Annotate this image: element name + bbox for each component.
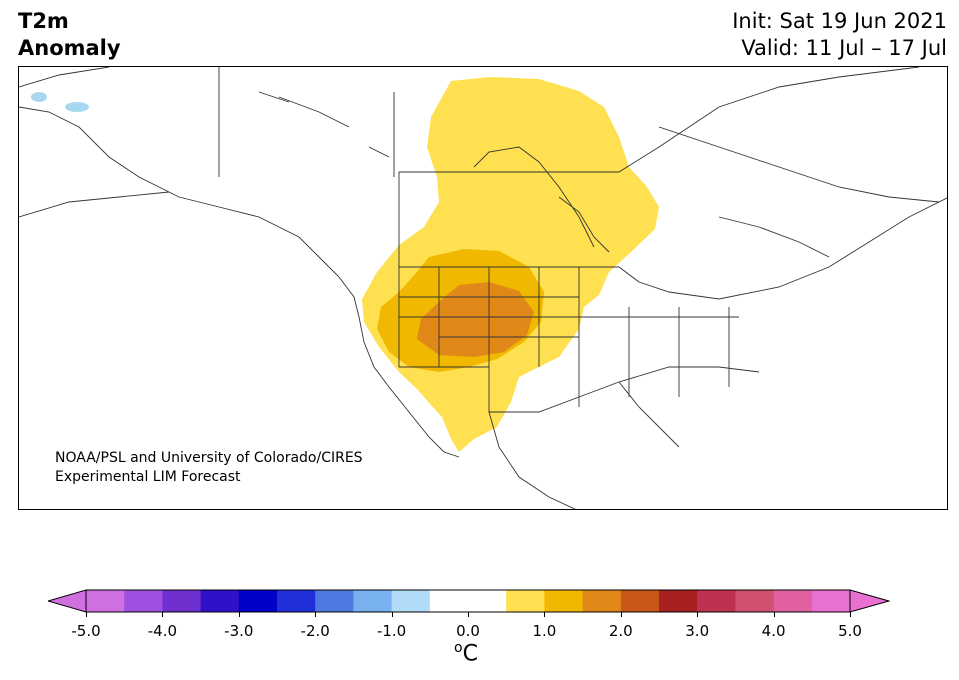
map-borders — [19, 67, 947, 509]
map-panel — [18, 66, 948, 510]
colorbar-segment — [124, 590, 163, 612]
colorbar-tick-label: 4.0 — [761, 622, 786, 640]
title-left: T2m Anomaly — [18, 8, 121, 62]
credit-line-1: NOAA/PSL and University of Colorado/CIRE… — [55, 450, 363, 466]
anomaly-level-3 — [417, 282, 534, 357]
lake-2 — [65, 102, 89, 112]
colorbar-tick-mark — [391, 612, 393, 617]
colorbar — [48, 589, 890, 613]
init-date: Init: Sat 19 Jun 2021 — [732, 9, 947, 33]
colorbar-tick-mark — [850, 612, 851, 617]
colorbar-tick-mark — [773, 612, 775, 617]
colorbar-segment — [162, 590, 202, 612]
map-svg — [19, 67, 947, 509]
colorbar-tick-label: 5.0 — [838, 622, 862, 640]
colorbar-tick-mark — [238, 612, 240, 617]
valid-date: Valid: 11 Jul – 17 Jul — [741, 36, 947, 60]
colorbar-segment — [773, 590, 813, 612]
colorbar-segment — [506, 590, 545, 612]
colorbar-segment — [544, 590, 584, 612]
colorbar-over-arrow — [849, 589, 890, 613]
colorbar-segment — [277, 590, 316, 612]
colorbar-segment — [391, 590, 431, 612]
colorbar-segment — [315, 590, 354, 612]
colorbar-segment — [86, 590, 125, 612]
colorbar-tick-mark — [315, 612, 317, 617]
colorbar-segment — [697, 590, 736, 612]
colorbar-segment — [353, 590, 393, 612]
colorbar-tick-label: -4.0 — [147, 622, 178, 640]
colorbar-unit-label: oC — [454, 640, 478, 667]
colorbar-tick-label: -3.0 — [224, 622, 254, 640]
colorbar-segment — [582, 590, 622, 612]
colorbar-segment — [811, 590, 851, 612]
colorbar-tick-label: -2.0 — [300, 622, 330, 640]
colorbar-segment — [468, 590, 507, 612]
colorbar-segment — [200, 590, 240, 612]
colorbar-tick-mark — [697, 612, 699, 617]
title-right: Init: Sat 19 Jun 2021 Valid: 11 Jul – 17… — [732, 8, 947, 62]
colorbar-segment — [735, 590, 775, 612]
colorbar-segment — [620, 590, 660, 612]
colorbar-tick-mark — [544, 612, 546, 617]
colorbar-tick-mark — [162, 612, 164, 617]
title-variable: T2m — [18, 9, 69, 33]
credit-line-2: Experimental LIM Forecast — [55, 469, 241, 485]
colorbar-tick-mark — [468, 612, 469, 617]
colorbar-tick-label: -5.0 — [71, 622, 101, 640]
colorbar-segment — [429, 590, 469, 612]
colorbar-under-arrow — [48, 589, 87, 613]
colorbar-tick-label: 0.0 — [456, 622, 480, 640]
title-anomaly: Anomaly — [18, 36, 121, 60]
colorbar-tick-label: 1.0 — [532, 622, 557, 640]
credit-block: NOAA/PSL and University of Colorado/CIRE… — [55, 449, 363, 487]
colorbar-tick-label: 3.0 — [685, 622, 710, 640]
colorbar-tick-mark — [620, 612, 622, 617]
colorbar-tick-label: -1.0 — [376, 622, 407, 640]
colorbar-segment — [238, 590, 278, 612]
colorbar-tick-label: 2.0 — [608, 622, 633, 640]
colorbar-tick-mark — [86, 612, 87, 617]
lake-1 — [31, 92, 47, 102]
colorbar-segment — [659, 590, 698, 612]
